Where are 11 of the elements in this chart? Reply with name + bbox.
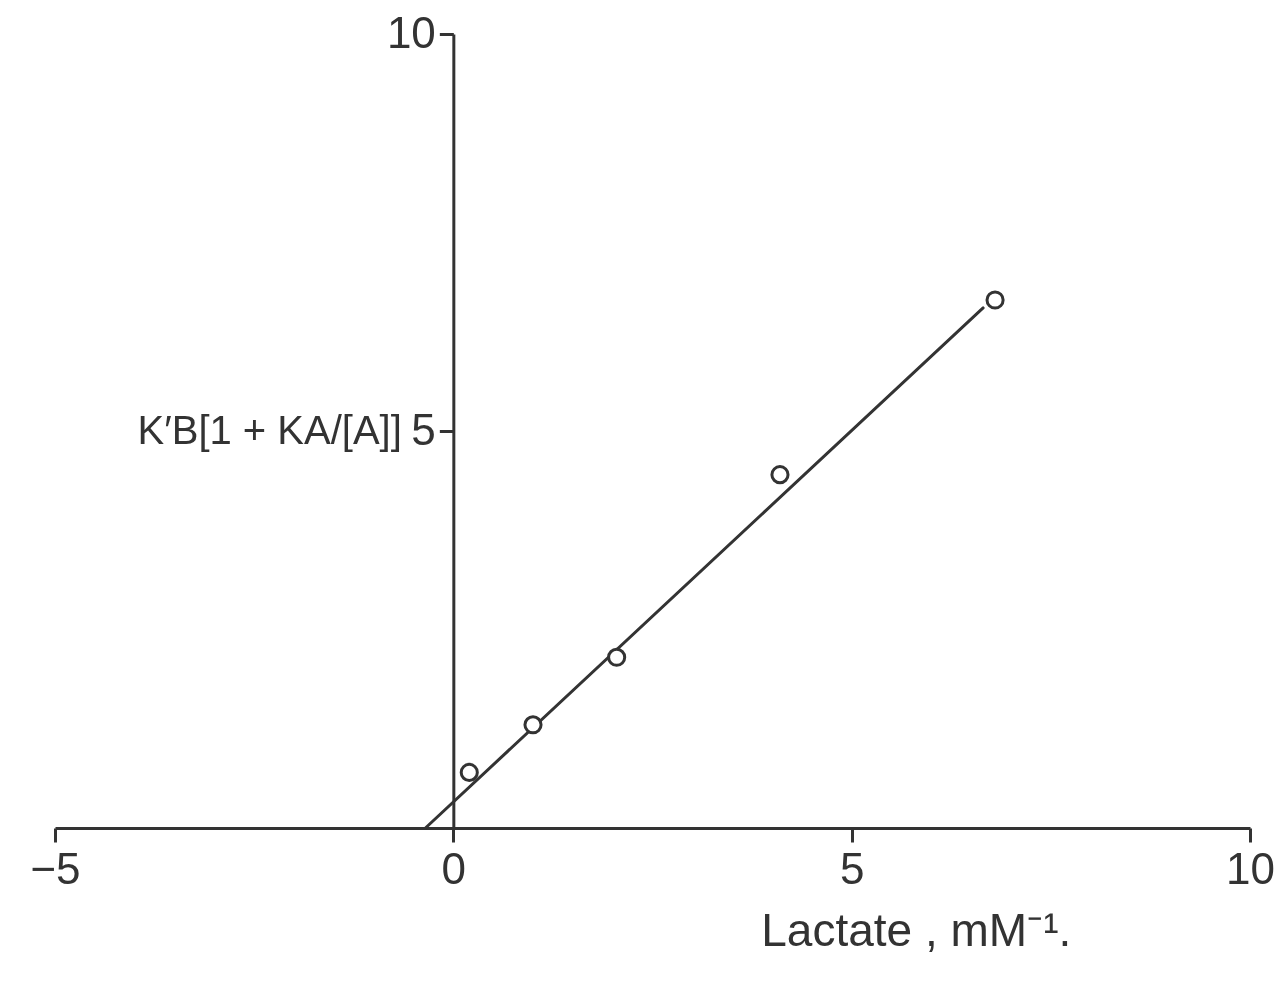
x-tick-label: 10 [1226, 843, 1275, 893]
x-tick-label: 5 [839, 843, 865, 893]
y-axis-title: K′B[1 + KA/[A]] [137, 407, 402, 452]
point [985, 290, 1005, 310]
point [770, 465, 790, 485]
x-axis-title: Lactate , mM⁻¹. [761, 903, 1072, 956]
point [523, 715, 543, 735]
point [607, 647, 627, 667]
x-tick-label: −5 [30, 843, 81, 893]
point [459, 762, 479, 782]
x-tick-label: 0 [441, 843, 467, 893]
